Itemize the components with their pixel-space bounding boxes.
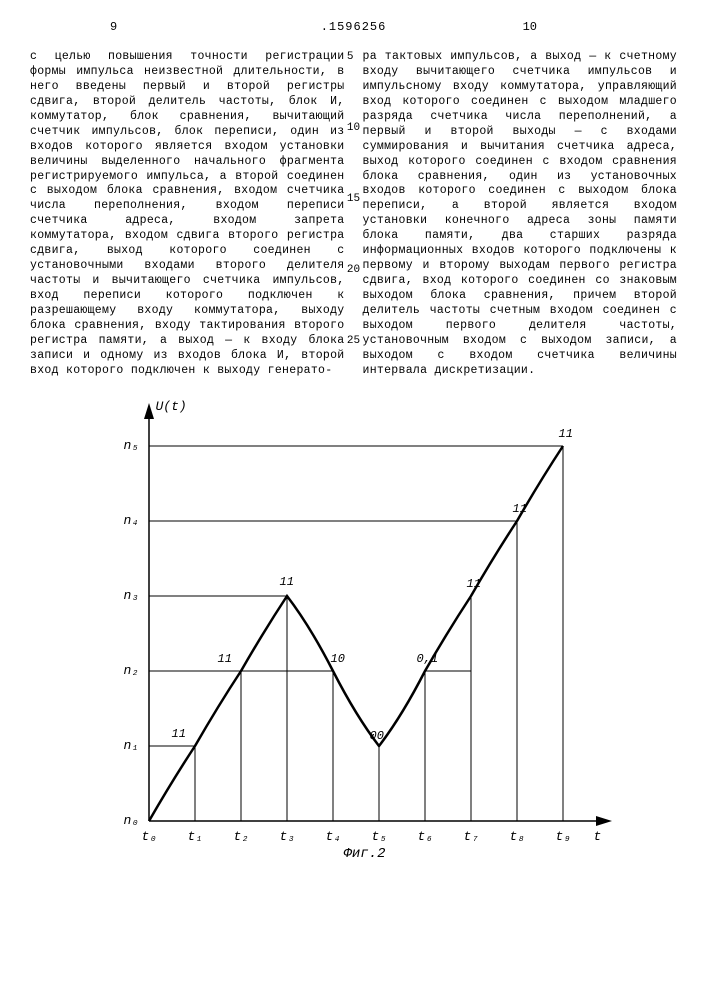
page-number-right: 10: [523, 20, 537, 34]
y-tick: n₂: [124, 663, 140, 678]
point-label: 11: [218, 652, 232, 666]
line-number: 25: [347, 336, 360, 347]
page-header: 9 .1596256 10: [30, 20, 677, 40]
y-axis-label: U(t): [156, 399, 187, 414]
x-tick: t₀: [142, 829, 158, 844]
y-tick: n₀: [124, 813, 140, 828]
point-label: 00: [370, 729, 384, 743]
x-tick: t₅: [372, 829, 388, 844]
x-axis-label: t: [594, 829, 602, 844]
point-label: 10: [331, 652, 345, 666]
point-label: 0,1: [417, 652, 439, 666]
point-label: 11: [559, 427, 573, 441]
line-numbers-gutter: 5 10 15 20 25: [347, 52, 360, 407]
y-tick: n₁: [124, 738, 140, 753]
line-number: 20: [347, 265, 360, 276]
chart-svg: [94, 391, 614, 871]
y-tick: n₄: [124, 513, 140, 528]
point-label: 11: [172, 727, 186, 741]
line-number: 5: [347, 52, 360, 63]
x-tick: t₄: [326, 829, 342, 844]
x-tick: t₉: [556, 829, 572, 844]
x-tick: t₃: [280, 829, 296, 844]
point-label: 11: [513, 502, 527, 516]
x-tick: t₇: [464, 829, 480, 844]
point-label: 11: [280, 575, 294, 589]
x-tick: t₈: [510, 829, 526, 844]
x-tick: t₆: [418, 829, 434, 844]
point-label: 11: [467, 577, 481, 591]
x-tick: t₁: [188, 829, 204, 844]
patent-number: .1596256: [321, 20, 387, 34]
line-number: 15: [347, 194, 360, 205]
x-tick: t₂: [234, 829, 250, 844]
chart-figure-2: U(t) t n₀ n₁ n₂ n₃ n₄ n₅ t₀ t₁ t₂ t₃ t₄ …: [94, 391, 614, 871]
right-column: ра тактовых импульсов, а выход — к счетн…: [363, 50, 678, 379]
line-number: 10: [347, 123, 360, 134]
page-number-left: 9: [110, 20, 117, 34]
y-tick: n₅: [124, 438, 140, 453]
left-column: с целью повышения точности регистрации ф…: [30, 50, 345, 379]
figure-label: Фиг.2: [344, 846, 386, 862]
y-tick: n₃: [124, 588, 140, 603]
